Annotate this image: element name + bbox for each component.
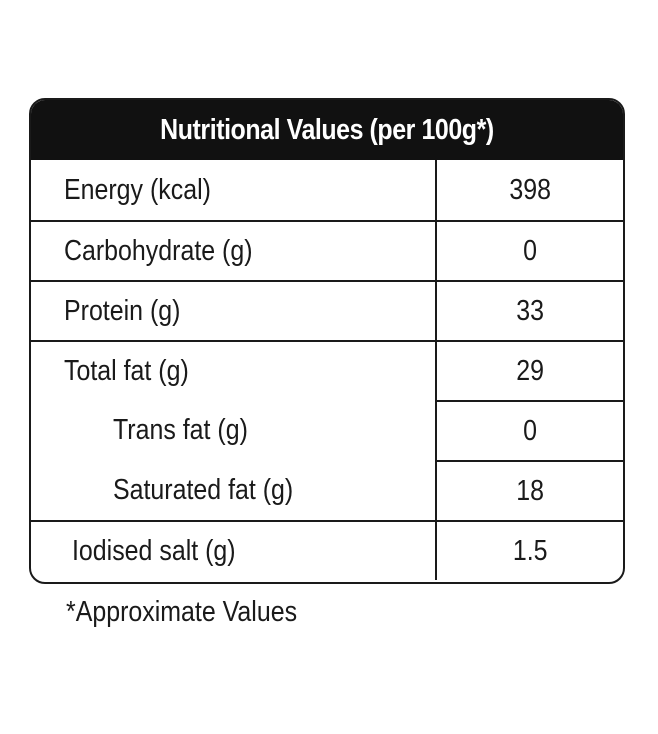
table-title: Nutritional Values (per 100g*)	[160, 113, 494, 146]
row-value: 0	[437, 222, 623, 280]
row-label: Protein (g)	[31, 282, 437, 340]
row-value-text: 398	[509, 173, 551, 206]
table-body: Energy (kcal) 398 Carbohydrate (g) 0 Pro…	[31, 160, 623, 580]
row-value: 398	[437, 160, 623, 220]
table-row-energy: Energy (kcal) 398	[31, 160, 623, 220]
row-label-text: Saturated fat (g)	[113, 473, 294, 506]
row-label-text: Trans fat (g)	[113, 413, 248, 446]
table-header: Nutritional Values (per 100g*)	[31, 100, 623, 160]
row-value-text: 18	[516, 474, 544, 507]
row-value-text: 33	[516, 294, 544, 327]
row-value-text: 1.5	[512, 534, 548, 567]
row-label-text: Protein (g)	[64, 294, 181, 327]
nutrition-table: Nutritional Values (per 100g*) Energy (k…	[29, 98, 625, 584]
footnote-text: *Approximate Values	[66, 596, 298, 628]
row-label: Trans fat (g)	[31, 400, 437, 460]
table-row-carbohydrate: Carbohydrate (g) 0	[31, 220, 623, 280]
row-label: Total fat (g)	[31, 342, 437, 400]
row-label-text: Iodised salt (g)	[72, 534, 236, 567]
row-value: 18	[437, 460, 623, 520]
table-row-trans-fat: Trans fat (g) 0	[31, 400, 623, 460]
row-value: 0	[437, 400, 623, 460]
row-value: 33	[437, 282, 623, 340]
row-label: Iodised salt (g)	[31, 522, 437, 580]
row-label: Energy (kcal)	[31, 160, 437, 220]
row-label-text: Energy (kcal)	[64, 173, 211, 206]
row-value-text: 0	[523, 414, 537, 447]
row-value: 29	[437, 342, 623, 400]
row-value: 1.5	[437, 522, 623, 580]
row-label-text: Total fat (g)	[64, 354, 189, 387]
row-label: Saturated fat (g)	[31, 460, 437, 520]
table-row-iodised-salt: Iodised salt (g) 1.5	[31, 520, 623, 580]
row-label: Carbohydrate (g)	[31, 222, 437, 280]
row-label-text: Carbohydrate (g)	[64, 234, 253, 267]
table-row-saturated-fat: Saturated fat (g) 18	[31, 460, 623, 520]
table-row-total-fat: Total fat (g) 29	[31, 340, 623, 400]
row-value-text: 0	[523, 234, 537, 267]
table-row-protein: Protein (g) 33	[31, 280, 623, 340]
footnote: *Approximate Values	[66, 596, 335, 629]
row-value-text: 29	[516, 354, 544, 387]
